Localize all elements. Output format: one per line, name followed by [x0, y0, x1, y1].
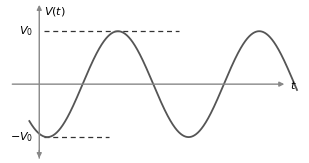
Text: $-V_0$: $-V_0$ — [10, 130, 33, 144]
Text: $V(t)$: $V(t)$ — [44, 5, 66, 18]
Text: $V_0$: $V_0$ — [19, 24, 33, 38]
Text: $t$: $t$ — [290, 79, 296, 91]
